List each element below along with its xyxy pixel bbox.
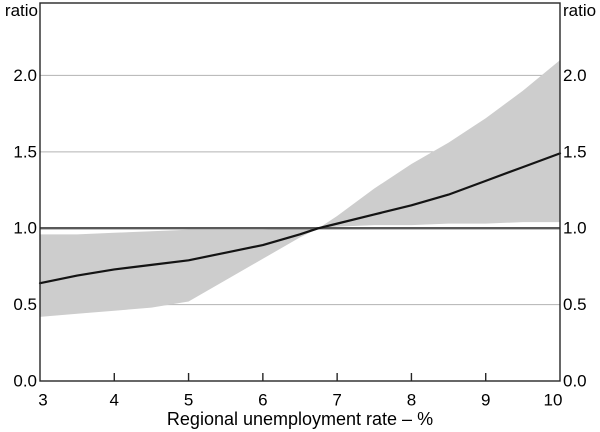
x-tick-label: 9 bbox=[481, 391, 490, 410]
y-tick-label-right: 2.0 bbox=[563, 66, 587, 85]
y-tick-label-left: 1.0 bbox=[13, 219, 37, 238]
x-axis-label: Regional unemployment rate – % bbox=[166, 409, 434, 429]
x-tick-label: 4 bbox=[110, 391, 119, 410]
y-tick-label-right: 0.5 bbox=[563, 295, 587, 314]
y-axis-unit-left: ratio bbox=[4, 1, 38, 20]
y-tick-label-right: 1.5 bbox=[563, 142, 587, 161]
x-tick-label: 8 bbox=[407, 391, 416, 410]
y-axis-unit-right: ratio bbox=[563, 1, 597, 20]
x-tick-label: 5 bbox=[184, 391, 193, 410]
confidence-band bbox=[40, 60, 560, 317]
y-tick-label-left: 0.0 bbox=[13, 372, 37, 391]
y-tick-label-right: 1.0 bbox=[563, 219, 587, 238]
x-tick-label: 7 bbox=[332, 391, 341, 410]
y-tick-label-right: 0.0 bbox=[563, 372, 587, 391]
estimate-line bbox=[38, 152, 562, 285]
plot-frame bbox=[39, 2, 561, 382]
y-tick-label-left: 1.5 bbox=[13, 142, 37, 161]
x-tick-label: 10 bbox=[544, 391, 563, 410]
x-tick-label: 6 bbox=[258, 391, 267, 410]
y-tick-label-left: 2.0 bbox=[13, 66, 37, 85]
y-tick-label-left: 0.5 bbox=[13, 295, 37, 314]
x-tick-label: 3 bbox=[38, 391, 47, 410]
